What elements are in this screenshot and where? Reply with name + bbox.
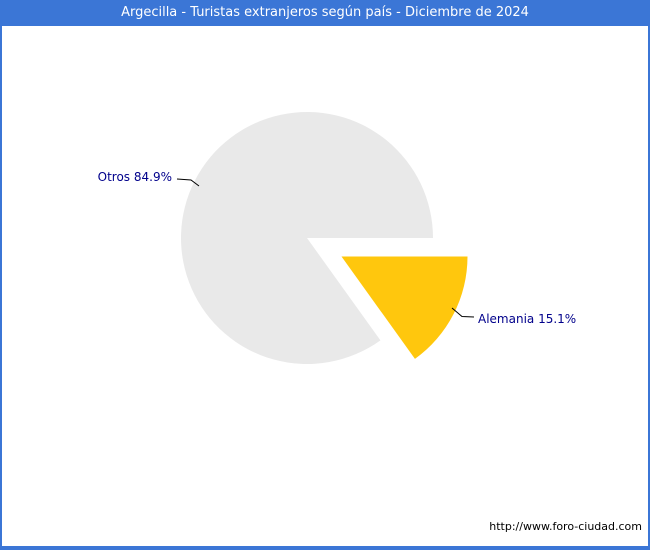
chart-title: Argecilla - Turistas extranjeros según p… (121, 5, 529, 20)
frame-border-left (0, 0, 2, 550)
frame-border-bottom (0, 546, 650, 550)
pie-label-otros: Otros 84.9% (97, 170, 172, 184)
pie-slice-alemania (341, 256, 468, 359)
footer-url: http://www.foro-ciudad.com (489, 520, 642, 533)
pie-slice-otros (181, 111, 433, 364)
pie-label-alemania: Alemania 15.1% (478, 312, 577, 326)
frame-border-right (648, 0, 650, 550)
chart-title-bar: Argecilla - Turistas extranjeros según p… (0, 0, 650, 26)
alemania-leader-line (451, 307, 475, 318)
otros-leader-line (176, 178, 200, 187)
